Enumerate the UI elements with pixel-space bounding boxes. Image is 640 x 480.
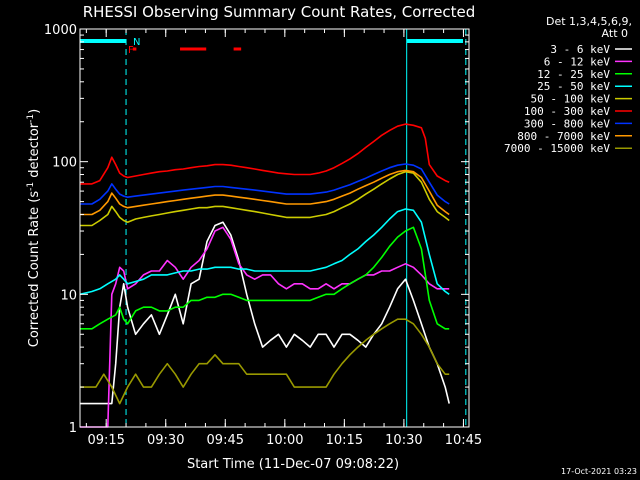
legend-label-300-800-kev: 300 - 800 keV bbox=[524, 117, 610, 130]
series-line-25-50-kev bbox=[79, 208, 450, 296]
legend-header-attenuator: Att 0 bbox=[602, 27, 628, 40]
series-line-300-800-kev bbox=[80, 163, 450, 205]
footer-timestamp: 17-Oct-2021 03:23 bbox=[561, 467, 637, 476]
x-tick-label-09-45: 09:45 bbox=[207, 433, 244, 448]
plot-frame bbox=[79, 28, 470, 428]
y-axis-label: Corrected Count Rate (s-1 detector-1) bbox=[26, 109, 42, 347]
series-line-3-6-kev bbox=[80, 221, 450, 405]
y-axis-label-part-c: detector bbox=[27, 122, 42, 182]
series-line-7000-15000-kev bbox=[80, 318, 450, 405]
y-axis-label-part-e: ) bbox=[27, 109, 42, 114]
series-line-50-100-kev bbox=[80, 170, 450, 227]
series-line-12-25-kev bbox=[80, 226, 450, 330]
legend-label-800-7000-kev: 800 - 7000 keV bbox=[517, 130, 610, 143]
legend-label-12-25-kev: 12 - 25 keV bbox=[537, 68, 610, 81]
x-tick-label-10-00: 10:00 bbox=[266, 433, 303, 448]
legend-header-detectors: Det 1,3,4,5,6,9, bbox=[546, 15, 632, 28]
legend-label-7000-15000-kev: 7000 - 15000 keV bbox=[504, 142, 610, 155]
x-tick-label-10-30: 10:30 bbox=[385, 433, 422, 448]
series-line-6-12-kev bbox=[80, 226, 450, 428]
x-tick-label-10-15: 10:15 bbox=[326, 433, 363, 448]
y-axis-label-part-a: Corrected Count Rate (s bbox=[27, 191, 42, 348]
x-tick-label-09-15: 09:15 bbox=[87, 433, 124, 448]
y-tick-label-100: 100 bbox=[52, 156, 77, 171]
legend-label-100-300-kev: 100 - 300 keV bbox=[524, 105, 610, 118]
legend-label-50-100-kev: 50 - 100 keV bbox=[531, 93, 611, 106]
night-marker-label: N bbox=[133, 37, 140, 48]
y-tick-label-10: 10 bbox=[60, 288, 77, 303]
flare-marker-label: F bbox=[128, 45, 134, 56]
x-tick-label-10-45: 10:45 bbox=[445, 433, 482, 448]
legend-label-25-50-kev: 25 - 50 keV bbox=[537, 80, 610, 93]
y-axis-label-sup-1: -1 bbox=[26, 182, 36, 191]
series-line-100-300-kev bbox=[80, 123, 450, 185]
x-tick-label-09-30: 09:30 bbox=[147, 433, 184, 448]
y-axis-label-sup-2: -1 bbox=[26, 114, 36, 123]
series-layer bbox=[79, 123, 450, 428]
chart-title: RHESSI Observing Summary Count Rates, Co… bbox=[83, 3, 476, 21]
axis-layer: 1 10 100 1000 09:15 09:30 09:45 10:00 10:15 10:30… bbox=[44, 23, 482, 448]
y-tick-label-1: 1 bbox=[69, 421, 77, 436]
series-line-800-7000-kev bbox=[80, 169, 450, 216]
legend-label-3-6-kev: 3 - 6 keV bbox=[550, 43, 610, 56]
x-axis-label: Start Time (11-Dec-07 09:08:22) bbox=[187, 457, 399, 472]
legend-label-6-12-kev: 6 - 12 keV bbox=[544, 55, 611, 68]
annotation-layer: NF bbox=[80, 29, 467, 427]
y-tick-label-1000: 1000 bbox=[44, 23, 77, 38]
